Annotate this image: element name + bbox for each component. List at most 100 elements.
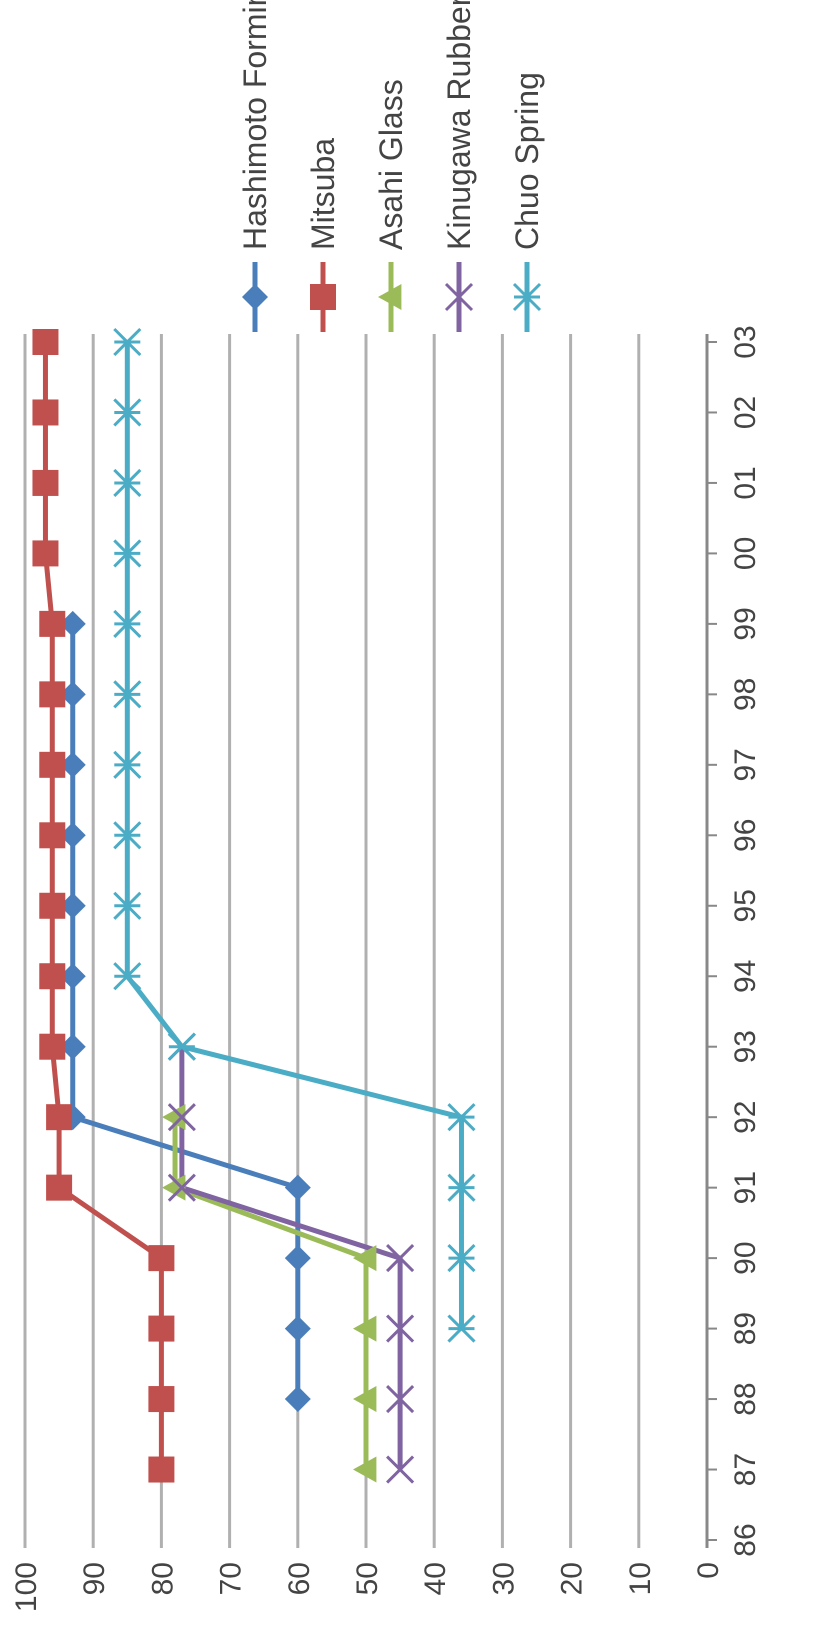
point-chuo-spring-91 bbox=[447, 1173, 476, 1202]
point-mitsuba-90 bbox=[148, 1245, 175, 1272]
legend-marker-mitsuba bbox=[310, 284, 336, 310]
point-mitsuba-98 bbox=[39, 681, 66, 708]
point-asahi-glass-89 bbox=[353, 1315, 377, 1342]
point-mitsuba-93 bbox=[39, 1033, 66, 1060]
point-mitsuba-00 bbox=[32, 540, 59, 567]
x-tick-label-03: 03 bbox=[729, 325, 762, 358]
legend-marker-hashimoto-forming bbox=[242, 284, 268, 310]
legend-label-mitsuba: Mitsuba bbox=[305, 138, 341, 250]
point-hashimoto-forming-98 bbox=[59, 681, 86, 708]
point-chuo-spring-96 bbox=[113, 821, 142, 850]
legend-marker-asahi-glass bbox=[378, 284, 402, 310]
point-kinugawa-rubber-87-stroke-b bbox=[386, 1455, 415, 1484]
point-chuo-spring-92 bbox=[447, 1103, 476, 1132]
point-chuo-spring-01 bbox=[113, 468, 142, 498]
y-tick-label-0: 0 bbox=[692, 1562, 725, 1579]
y-tick-label-100: 100 bbox=[10, 1562, 43, 1612]
point-mitsuba-03 bbox=[32, 329, 59, 355]
x-tick-label-91: 91 bbox=[729, 1171, 762, 1204]
point-hashimoto-forming-97 bbox=[59, 751, 86, 778]
x-tick-label-87: 87 bbox=[729, 1453, 762, 1486]
point-kinugawa-rubber-90-stroke-b bbox=[386, 1244, 415, 1273]
point-kinugawa-rubber-88-stroke-b bbox=[386, 1384, 415, 1414]
point-hashimoto-forming-89 bbox=[284, 1315, 311, 1342]
x-tick-label-93: 93 bbox=[729, 1030, 762, 1063]
legend-label-asahi-glass: Asahi Glass bbox=[373, 79, 409, 250]
point-mitsuba-87 bbox=[148, 1456, 175, 1483]
x-tick-label-92: 92 bbox=[729, 1100, 762, 1133]
point-chuo-spring-94 bbox=[113, 962, 142, 991]
point-mitsuba-92 bbox=[46, 1104, 73, 1131]
point-kinugawa-rubber-91 bbox=[167, 1173, 196, 1202]
legend-label-kinugawa-rubber: Kinugawa Rubber bbox=[441, 0, 477, 250]
y-tick-label-40: 40 bbox=[419, 1562, 452, 1595]
y-tick-label-20: 20 bbox=[556, 1562, 589, 1595]
series-line-asahi-glass bbox=[172, 1117, 369, 1470]
y-tick-label-60: 60 bbox=[283, 1562, 316, 1595]
y-tick-label-70: 70 bbox=[215, 1562, 248, 1595]
point-chuo-spring-99 bbox=[113, 609, 142, 638]
x-tick-label-86: 86 bbox=[729, 1523, 762, 1556]
point-hashimoto-forming-94 bbox=[59, 963, 86, 990]
series-line-hashimoto-forming bbox=[70, 623, 301, 1400]
legend-label-chuo-spring: Chuo Spring bbox=[509, 72, 545, 250]
x-tick-label-01: 01 bbox=[729, 466, 762, 499]
point-chuo-spring-90 bbox=[447, 1244, 476, 1273]
point-asahi-glass-92 bbox=[162, 1104, 186, 1131]
point-kinugawa-rubber-88 bbox=[386, 1384, 415, 1414]
point-mitsuba-99 bbox=[39, 610, 66, 637]
point-kinugawa-rubber-89 bbox=[386, 1314, 415, 1343]
point-chuo-spring-93 bbox=[167, 1032, 196, 1061]
legend-marker-kinugawa-rubber bbox=[444, 282, 474, 312]
point-kinugawa-rubber-87 bbox=[386, 1455, 415, 1484]
x-tick-label-98: 98 bbox=[729, 678, 762, 711]
series-lines bbox=[42, 342, 464, 1470]
x-tick-label-96: 96 bbox=[729, 819, 762, 852]
point-hashimoto-forming-90 bbox=[284, 1245, 311, 1272]
point-chuo-spring-03 bbox=[113, 327, 142, 357]
point-mitsuba-01 bbox=[32, 469, 59, 496]
x-tick-label-90: 90 bbox=[729, 1241, 762, 1274]
y-tick-label-50: 50 bbox=[351, 1562, 384, 1595]
point-chuo-spring-00 bbox=[113, 539, 142, 568]
x-tick-label-99: 99 bbox=[729, 607, 762, 640]
legend-label-hashimoto-forming: Hashimoto Forming bbox=[237, 0, 273, 250]
point-mitsuba-91 bbox=[46, 1174, 73, 1201]
legend: Hashimoto Forming Mitsuba Asahi Glass Kinug… bbox=[237, 0, 545, 332]
point-chuo-spring-02 bbox=[113, 398, 142, 427]
point-mitsuba-02 bbox=[32, 399, 59, 426]
x-axis-tick-labels: 86 87 88 89 90 91 92 93 94 95 96 97 98 99 00 01 02 03 bbox=[729, 325, 762, 1556]
point-asahi-glass-87 bbox=[353, 1456, 377, 1483]
point-mitsuba-94 bbox=[39, 963, 66, 990]
point-chuo-spring-98 bbox=[113, 680, 142, 709]
point-asahi-glass-91 bbox=[162, 1174, 186, 1201]
point-mitsuba-96 bbox=[39, 822, 66, 849]
point-asahi-glass-90 bbox=[353, 1245, 377, 1272]
point-chuo-spring-89 bbox=[447, 1314, 476, 1343]
y-tick-label-90: 90 bbox=[78, 1562, 111, 1595]
x-tick-label-89: 89 bbox=[729, 1312, 762, 1345]
point-mitsuba-97 bbox=[39, 751, 66, 778]
legend-marker-chuo-spring bbox=[512, 282, 542, 312]
point-kinugawa-rubber-92-stroke-b bbox=[167, 1103, 196, 1132]
y-axis-tick-labels: 0 10 20 30 40 50 60 70 80 90 100 bbox=[10, 1562, 725, 1612]
point-hashimoto-forming-91 bbox=[284, 1174, 311, 1201]
x-tick-label-95: 95 bbox=[729, 889, 762, 922]
point-kinugawa-rubber-90 bbox=[386, 1244, 415, 1273]
point-mitsuba-95 bbox=[39, 892, 66, 919]
x-tick-label-94: 94 bbox=[729, 960, 762, 993]
x-tick-label-97: 97 bbox=[729, 748, 762, 781]
point-mitsuba-89 bbox=[148, 1315, 175, 1342]
x-tick-label-00: 00 bbox=[729, 537, 762, 570]
point-kinugawa-rubber-89-stroke-b bbox=[386, 1314, 415, 1343]
x-tick-label-88: 88 bbox=[729, 1382, 762, 1415]
point-kinugawa-rubber-92 bbox=[167, 1103, 196, 1132]
point-asahi-glass-88 bbox=[353, 1386, 377, 1413]
point-hashimoto-forming-96 bbox=[59, 822, 86, 849]
x-tick-label-02: 02 bbox=[729, 396, 762, 429]
point-chuo-spring-97 bbox=[113, 750, 142, 779]
point-kinugawa-rubber-91-stroke-b bbox=[167, 1173, 196, 1202]
series-markers bbox=[32, 327, 476, 1484]
